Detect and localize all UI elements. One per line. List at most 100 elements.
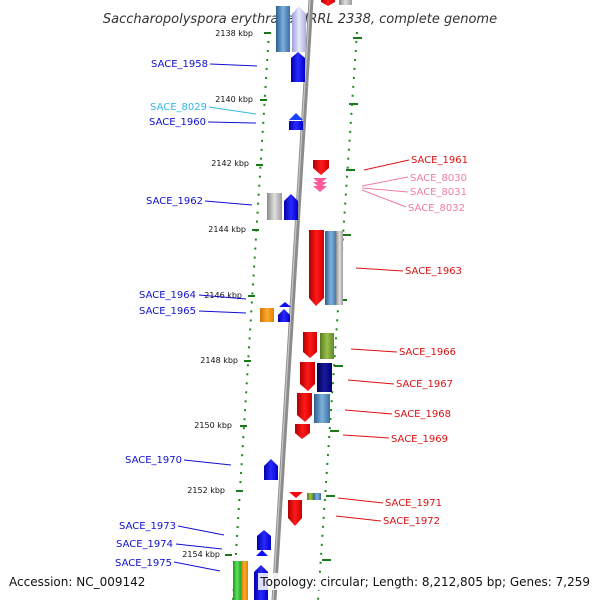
leader-line bbox=[177, 525, 225, 536]
tick-label: 2152 kbp bbox=[187, 486, 225, 495]
tick-label: 2148 kbp bbox=[200, 356, 238, 365]
gene-feature[interactable] bbox=[289, 113, 303, 120]
gene-feature[interactable] bbox=[264, 459, 278, 480]
gene-feature[interactable] bbox=[276, 6, 290, 30]
gene-feature[interactable] bbox=[233, 561, 241, 600]
gene-label[interactable]: SACE_1962 bbox=[146, 196, 203, 207]
gene-feature[interactable] bbox=[291, 52, 305, 82]
tick: 2148 kbp bbox=[200, 356, 343, 367]
gene-feature[interactable] bbox=[325, 231, 337, 305]
footer-background bbox=[258, 573, 594, 590]
gene-feature[interactable] bbox=[292, 6, 306, 52]
leader-line bbox=[344, 409, 393, 415]
tick: 2140 kbp bbox=[215, 95, 358, 105]
gene-feature[interactable] bbox=[276, 30, 290, 52]
gene-label[interactable]: SACE_1969 bbox=[391, 434, 448, 445]
leader-line bbox=[209, 63, 258, 67]
gene-feature[interactable] bbox=[313, 493, 321, 500]
tick-label: 2144 kbp bbox=[208, 225, 246, 234]
gene-feature[interactable] bbox=[339, 0, 352, 5]
gene-feature[interactable] bbox=[336, 231, 343, 305]
gene-feature[interactable] bbox=[297, 393, 312, 422]
left-gene-labels: SACE_1958 SACE_8029 SACE_1960 SACE_1962 … bbox=[115, 59, 208, 569]
genome-axis bbox=[271, 0, 314, 600]
right-guide-track bbox=[317, 31, 358, 600]
tick: 2138 kbp bbox=[215, 29, 362, 39]
gene-label[interactable]: SACE_8031 bbox=[410, 187, 467, 198]
gene-feature[interactable] bbox=[300, 362, 315, 391]
leader-line bbox=[335, 515, 382, 522]
leader-line bbox=[347, 379, 395, 385]
gene-label[interactable]: SACE_1970 bbox=[125, 455, 182, 466]
tick-label: 2138 kbp bbox=[215, 29, 253, 38]
gene-feature[interactable] bbox=[241, 561, 248, 600]
leader-line bbox=[361, 187, 409, 193]
gene-label[interactable]: SACE_1960 bbox=[149, 117, 206, 128]
gene-feature[interactable] bbox=[260, 308, 274, 322]
gene-feature[interactable] bbox=[267, 193, 282, 220]
gene-label[interactable]: SACE_8029 bbox=[150, 102, 207, 113]
gene-label[interactable]: SACE_1975 bbox=[115, 558, 172, 569]
gene-label[interactable]: SACE_1966 bbox=[399, 347, 456, 358]
gene-feature[interactable] bbox=[303, 332, 317, 358]
tick: 2142 kbp bbox=[211, 159, 355, 171]
gene-feature[interactable] bbox=[289, 492, 303, 498]
leader-line bbox=[337, 497, 384, 504]
right-leaders bbox=[335, 159, 410, 522]
gene-feature[interactable] bbox=[288, 500, 302, 526]
gene-feature[interactable] bbox=[313, 186, 327, 192]
leader-line bbox=[342, 434, 390, 439]
gene-feature[interactable] bbox=[309, 230, 324, 306]
gene-label[interactable]: SACE_1973 bbox=[119, 521, 176, 532]
gene-feature[interactable] bbox=[289, 121, 303, 130]
tick-label: 2154 kbp bbox=[182, 550, 220, 559]
gene-label[interactable]: SACE_1971 bbox=[385, 498, 442, 509]
gene-label[interactable]: SACE_8032 bbox=[408, 203, 465, 214]
gene-feature[interactable] bbox=[321, 0, 335, 6]
leader-line bbox=[198, 310, 247, 314]
leader-line bbox=[363, 159, 410, 171]
gene-feature[interactable] bbox=[313, 160, 329, 175]
gene-label[interactable]: SACE_1965 bbox=[139, 306, 196, 317]
footer-background bbox=[6, 573, 186, 590]
tick-label: 2146 kbp bbox=[204, 291, 242, 300]
gene-feature[interactable] bbox=[314, 394, 330, 423]
gene-feature[interactable] bbox=[279, 302, 291, 307]
gene-label[interactable]: SACE_1968 bbox=[394, 409, 451, 420]
gene-label[interactable]: SACE_1967 bbox=[396, 379, 453, 390]
right-features bbox=[288, 0, 352, 526]
tick-label: 2142 kbp bbox=[211, 159, 249, 168]
gene-feature[interactable] bbox=[284, 194, 298, 220]
tick: 2150 kbp bbox=[194, 421, 339, 432]
gene-label[interactable]: SACE_1963 bbox=[405, 266, 462, 277]
gene-label[interactable]: SACE_1961 bbox=[411, 155, 468, 166]
tick-label: 2140 kbp bbox=[215, 95, 253, 104]
leader-line bbox=[183, 459, 232, 466]
gene-label[interactable]: SACE_8030 bbox=[410, 173, 467, 184]
tick-group: 2138 kbp 2140 kbp 2142 kbp 2144 kbp 2146… bbox=[182, 29, 362, 561]
leader-line bbox=[175, 543, 223, 550]
gene-label[interactable]: SACE_1958 bbox=[151, 59, 208, 70]
tick-label: 2150 kbp bbox=[194, 421, 232, 430]
gene-feature[interactable] bbox=[257, 530, 271, 550]
gene-feature[interactable] bbox=[295, 424, 310, 439]
genome-axis-highlight bbox=[272, 0, 311, 600]
leader-line bbox=[208, 106, 257, 115]
right-gene-labels: SACE_1961 SACE_8030 SACE_8031 SACE_8032 … bbox=[383, 155, 468, 527]
gene-feature[interactable] bbox=[313, 178, 327, 184]
gene-feature[interactable] bbox=[256, 550, 268, 556]
gene-feature[interactable] bbox=[278, 309, 290, 322]
gene-label[interactable]: SACE_1974 bbox=[116, 539, 173, 550]
gene-label[interactable]: SACE_1964 bbox=[139, 290, 196, 301]
leader-line bbox=[355, 267, 404, 272]
tick: 2152 kbp bbox=[187, 486, 335, 497]
leader-line bbox=[207, 121, 257, 124]
gene-label[interactable]: SACE_1972 bbox=[383, 516, 440, 527]
gene-feature[interactable] bbox=[307, 493, 314, 500]
tick: 2144 kbp bbox=[208, 225, 351, 236]
gene-feature[interactable] bbox=[320, 333, 334, 359]
gene-feature[interactable] bbox=[317, 363, 332, 392]
gene-feature[interactable] bbox=[313, 182, 327, 188]
accession-text: Accession: NC_009142 bbox=[9, 575, 145, 589]
